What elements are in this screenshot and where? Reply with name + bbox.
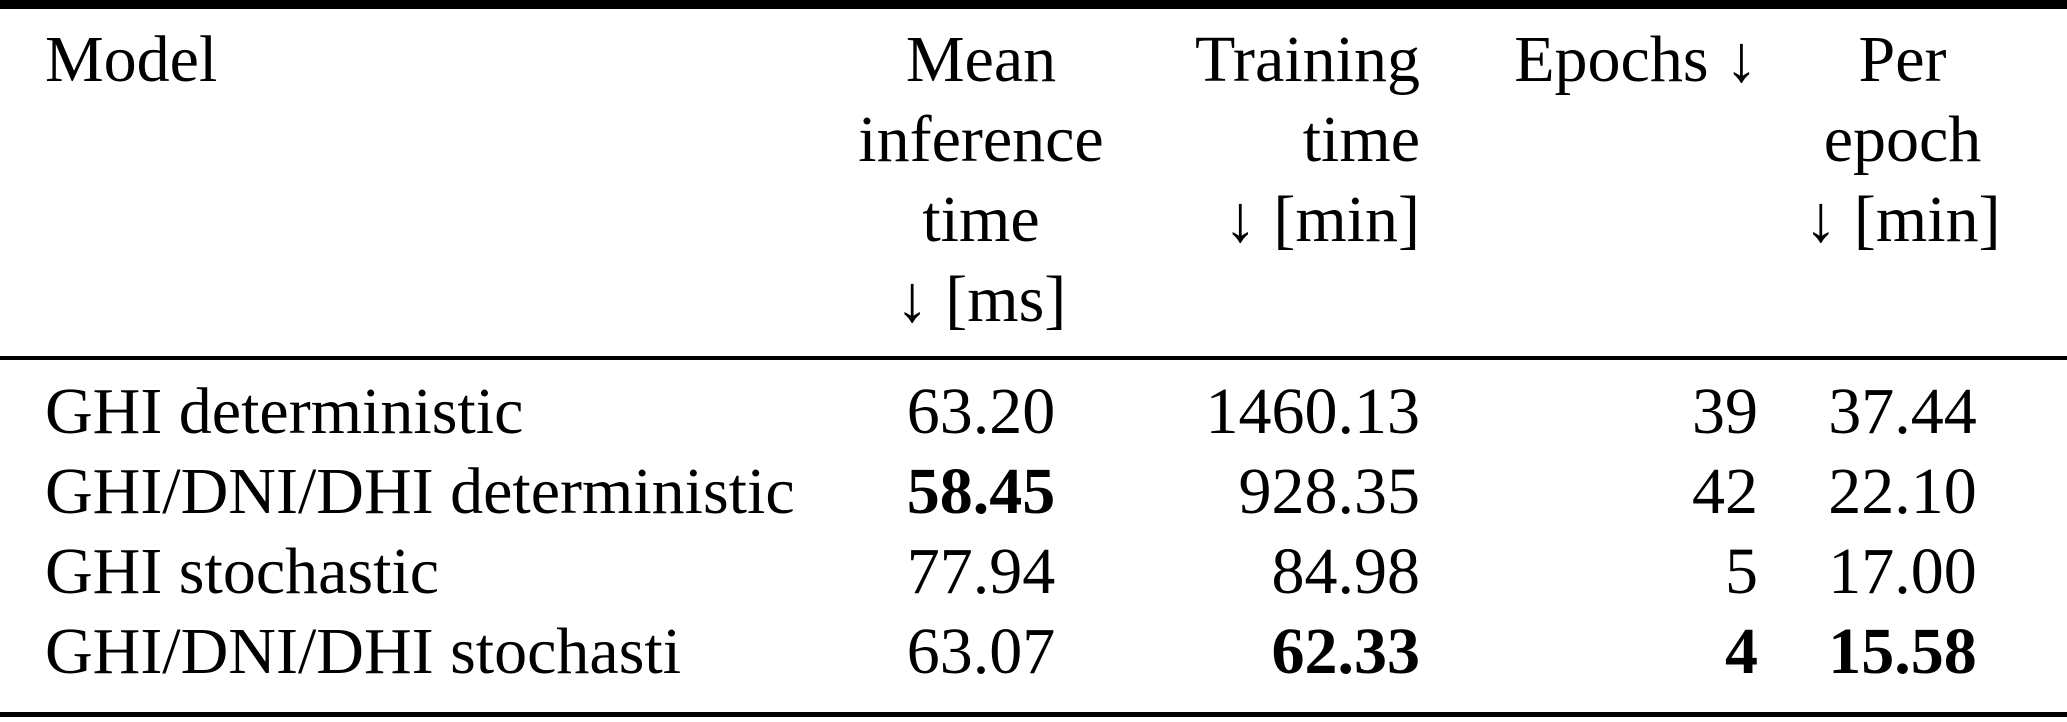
value-cell: 84.98 <box>1271 535 1421 608</box>
value-cell: 15.58 <box>1828 615 1977 688</box>
value-cell: 1460.13 <box>1205 375 1421 448</box>
value-cell: 62.33 <box>1271 615 1421 688</box>
value-cell: 22.10 <box>1828 455 1977 528</box>
table-row: GHI deterministic 63.20 1460.13 39 37.44 <box>0 372 2067 452</box>
table-mid-rule <box>0 356 2067 360</box>
model-name: GHI deterministic <box>45 375 524 448</box>
column-header-per-epoch: Per epoch ↓ [min] <box>1804 23 2001 256</box>
value-cell: 17.00 <box>1828 535 1977 608</box>
table-row: GHI/DNI/DHI stochasti 63.07 62.33 4 15.58 <box>0 612 2067 692</box>
table-header-row: Model Mean inference time ↓ [ms] Training … <box>0 9 2067 340</box>
value-cell: 58.45 <box>906 455 1056 528</box>
table-row: GHI/DNI/DHI deterministic 58.45 928.35 42 22… <box>0 452 2067 532</box>
table-bottom-rule <box>0 712 2067 717</box>
value-cell: 37.44 <box>1828 375 1977 448</box>
column-header-training-time: Training time ↓ [min] <box>1195 23 1420 256</box>
value-cell: 39 <box>1692 375 1758 448</box>
table-body: GHI deterministic 63.20 1460.13 39 37.44 GHI/… <box>0 360 2067 692</box>
model-name: GHI/DNI/DHI deterministic <box>45 455 795 528</box>
table-row: GHI stochastic 77.94 84.98 5 17.00 <box>0 532 2067 612</box>
value-cell: 928.35 <box>1238 455 1421 528</box>
model-name: GHI/DNI/DHI stochasti <box>45 615 682 688</box>
column-header-epochs: Epochs ↓ <box>1514 23 1758 96</box>
value-cell: 42 <box>1692 455 1758 528</box>
model-name: GHI stochastic <box>45 535 440 608</box>
table-top-rule <box>0 0 2067 9</box>
value-cell: 77.94 <box>906 535 1056 608</box>
column-header-mean-inference-time: Mean inference time ↓ [ms] <box>858 23 1104 336</box>
value-cell: 63.20 <box>906 375 1056 448</box>
column-header-model: Model <box>45 23 218 96</box>
value-cell: 63.07 <box>906 615 1056 688</box>
value-cell: 4 <box>1725 615 1758 688</box>
value-cell: 5 <box>1725 535 1758 608</box>
